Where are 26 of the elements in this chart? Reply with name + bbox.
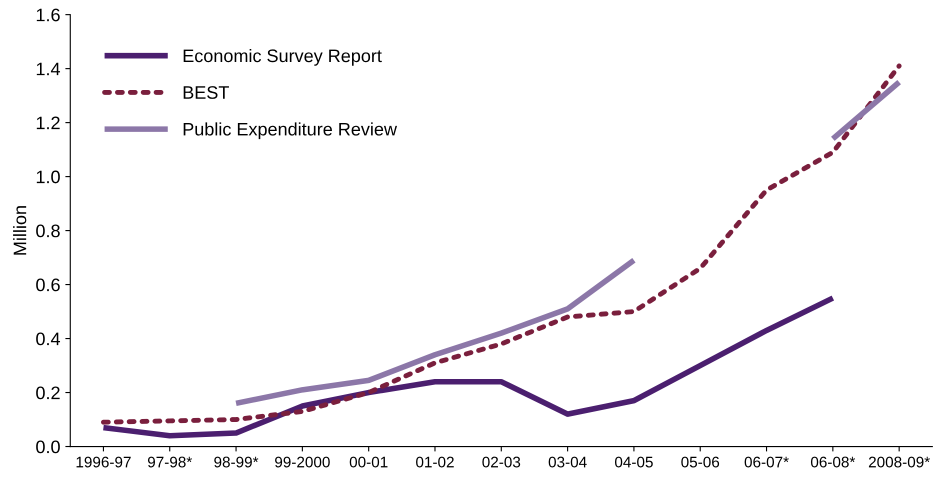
x-tick-label: 03-04: [548, 456, 587, 468]
y-tick-label: 1.2: [36, 116, 60, 130]
x-tick-label: 1996-97: [76, 456, 131, 468]
x-tick-label: 02-03: [482, 456, 520, 468]
x-tick-label: 2008-09*: [868, 456, 930, 468]
y-tick-label: 1.0: [36, 170, 60, 184]
legend-label: Economic Survey Report: [184, 48, 382, 66]
x-tick-label: 98-99*: [214, 456, 258, 468]
x-tick-label: 06-07*: [744, 456, 789, 468]
y-tick-label: 0.8: [36, 224, 60, 238]
y-tick-label: 1.4: [36, 62, 60, 76]
x-tick-label: 01-02: [416, 456, 454, 468]
y-tick-label: 0.4: [36, 332, 60, 346]
x-tick-label: 00-01: [350, 456, 388, 468]
x-tick-label: 99-2000: [275, 456, 330, 468]
x-tick-label: 04-05: [614, 456, 653, 468]
y-tick-label: 1.6: [36, 8, 60, 22]
y-tick-label: 0.6: [36, 278, 60, 292]
legend-label: BEST: [184, 86, 229, 99]
y-tick-label: 0.2: [36, 386, 60, 400]
x-tick-label: 97-98*: [148, 456, 192, 468]
y-tick-label: 0.0: [36, 440, 60, 454]
x-tick-label: 05-06: [681, 456, 720, 468]
x-tick-label: 06-08*: [810, 456, 856, 468]
legend-label: Public Expenditure Review: [184, 122, 398, 140]
y-axis-title: Million: [13, 206, 26, 255]
